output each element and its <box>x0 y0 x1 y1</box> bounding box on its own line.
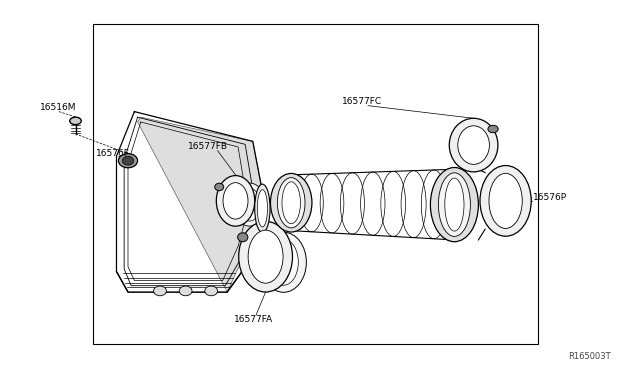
Ellipse shape <box>282 182 300 224</box>
Text: 16577FA: 16577FA <box>234 315 273 324</box>
Ellipse shape <box>70 117 81 125</box>
Ellipse shape <box>445 178 464 231</box>
Ellipse shape <box>216 176 255 226</box>
Ellipse shape <box>489 173 522 228</box>
Ellipse shape <box>179 286 192 296</box>
Text: 16516M: 16516M <box>40 103 77 112</box>
Text: 16576F: 16576F <box>96 149 130 158</box>
Text: 16577FB: 16577FB <box>188 142 228 151</box>
Ellipse shape <box>234 183 266 226</box>
Ellipse shape <box>122 156 134 165</box>
Ellipse shape <box>458 126 490 164</box>
Text: 16577FC: 16577FC <box>342 97 383 106</box>
Ellipse shape <box>215 183 224 191</box>
Ellipse shape <box>430 167 479 242</box>
Ellipse shape <box>237 233 248 242</box>
Ellipse shape <box>248 230 283 283</box>
Ellipse shape <box>438 173 470 237</box>
Polygon shape <box>138 117 266 292</box>
Text: R165003T: R165003T <box>568 352 611 361</box>
Ellipse shape <box>154 286 166 296</box>
Text: 16576P: 16576P <box>532 193 566 202</box>
Ellipse shape <box>239 188 260 221</box>
Ellipse shape <box>277 177 305 228</box>
Ellipse shape <box>488 125 498 133</box>
Ellipse shape <box>118 154 138 168</box>
Ellipse shape <box>255 184 270 232</box>
Bar <box>93 24 538 344</box>
Ellipse shape <box>269 239 298 285</box>
Ellipse shape <box>223 183 248 219</box>
Ellipse shape <box>260 232 307 292</box>
Ellipse shape <box>239 221 292 292</box>
Ellipse shape <box>271 173 312 232</box>
Ellipse shape <box>205 286 218 296</box>
Ellipse shape <box>257 190 268 227</box>
Ellipse shape <box>480 166 531 236</box>
Ellipse shape <box>449 118 498 172</box>
